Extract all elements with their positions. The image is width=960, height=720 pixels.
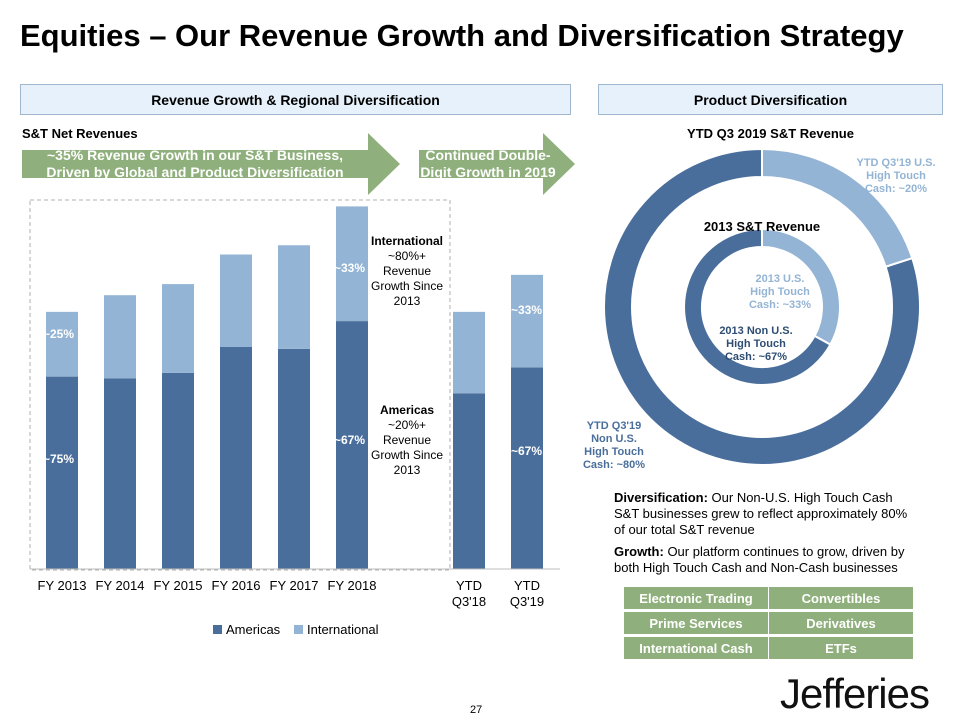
americas-note-line: Revenue	[382, 433, 432, 447]
inner-nonus-label-line: Cash: ~67%	[724, 351, 788, 363]
americas-note-line: Growth Since	[370, 448, 444, 462]
fy2018-intl-pct: ~33%	[334, 261, 366, 275]
product-derivatives: Derivatives	[769, 612, 913, 634]
bar-international-4	[278, 245, 310, 349]
americas-note-line: 2013	[393, 463, 421, 477]
legend-swatch-americas	[213, 625, 222, 634]
americas-note-line: ~20%+	[387, 418, 427, 432]
growth-arrow-line1: ~35% Revenue Growth in our S&T Business,	[46, 147, 344, 163]
continued-arrow: Continued Double- Digit Growth in 2019	[419, 133, 575, 195]
x-tick-label: FY 2013	[37, 578, 87, 593]
international-note: International ~80%+ Revenue Growth Since…	[366, 234, 448, 309]
growth-arrow-line2: Driven by Global and Product Diversifica…	[46, 164, 344, 180]
bar-international-3	[220, 254, 252, 347]
inner-us-label: 2013 U.S. High Touch Cash: ~33%	[730, 273, 830, 312]
outer-us-label: YTD Q3'19 U.S. High Touch Cash: ~20%	[846, 157, 946, 196]
bar-international-7	[511, 274, 543, 368]
page-title: Equities – Our Revenue Growth and Divers…	[20, 18, 904, 53]
x-tick-label: FY 2016	[211, 578, 261, 593]
bar-americas-7	[511, 367, 543, 569]
x-tick-label: FY 2017	[269, 578, 319, 593]
outer-us-label-line: Cash: ~20%	[864, 183, 928, 195]
inner-donut-title: 2013 S&T Revenue	[703, 219, 821, 234]
donut-chart-title: YTD Q3 2019 S&T Revenue	[687, 126, 854, 141]
page-number: 27	[470, 704, 483, 716]
product-electronic-trading: Electronic Trading	[624, 587, 768, 609]
continued-arrow-line2: Digit Growth in 2019	[420, 164, 556, 180]
fy2018-amer-pct: ~67%	[334, 433, 366, 447]
legend-label-americas: Americas	[226, 622, 281, 637]
x-tick-label: YTD Q3'19	[509, 578, 545, 609]
outer-us-label-line: High Touch	[866, 170, 926, 182]
bar-americas-4	[278, 348, 310, 569]
x-tick-label: FY 2015	[153, 578, 203, 593]
inner-us-label-line: Cash: ~33%	[748, 299, 812, 311]
product-etfs: ETFs	[769, 637, 913, 659]
continued-arrow-line1: Continued Double-	[425, 147, 551, 163]
inner-slice-1	[683, 227, 832, 386]
bar-americas-6	[453, 393, 485, 569]
dashed-outline	[29, 199, 451, 571]
inner-nonus-label-line: High Touch	[726, 338, 786, 350]
legend-international: International	[294, 622, 379, 637]
inner-nonus-label: 2013 Non U.S. High Touch Cash: ~67%	[706, 325, 806, 364]
legend-americas: Americas	[213, 622, 280, 637]
bar-international-0	[46, 311, 78, 377]
ytdq319-amer-pct: ~67%	[511, 444, 543, 458]
bar-chart	[29, 199, 560, 571]
x-tick-label: FY 2018	[327, 578, 377, 593]
international-note-line: ~80%+	[387, 249, 427, 263]
growth-label: Growth:	[614, 544, 664, 559]
x-tick-label: YTD Q3'18	[451, 578, 487, 609]
growth-text: Growth: Our platform continues to grow, …	[614, 544, 919, 576]
outer-nonus-label: YTD Q3'19 Non U.S. High Touch Cash: ~80%	[574, 420, 654, 472]
ytdq319-intl-pct: ~33%	[511, 303, 543, 317]
inner-us-label-line: High Touch	[750, 286, 810, 298]
bar-americas-5	[336, 321, 368, 569]
section-header-right: Product Diversification	[598, 84, 943, 115]
bar-americas-0	[46, 376, 78, 569]
product-convertibles: Convertibles	[769, 587, 913, 609]
bar-americas-2	[162, 372, 194, 569]
bar-chart-title: S&T Net Revenues	[22, 126, 138, 141]
bar-international-1	[104, 295, 136, 379]
bar-international-2	[162, 284, 194, 373]
americas-note: Americas ~20%+ Revenue Growth Since 2013	[366, 403, 448, 478]
outer-nonus-label-line: YTD Q3'19	[586, 420, 642, 432]
bar-americas-1	[104, 378, 136, 569]
bar-international-5	[336, 206, 368, 322]
product-prime-services: Prime Services	[624, 612, 768, 634]
diversification-label: Diversification:	[614, 490, 708, 505]
growth-body: Our platform continues to grow, driven b…	[614, 544, 905, 575]
diversification-body: Our Non-U.S. High Touch Cash S&T busines…	[614, 490, 908, 537]
outer-us-label-line: YTD Q3'19 U.S.	[856, 157, 936, 169]
outer-nonus-label-line: Non U.S.	[591, 433, 637, 445]
outer-nonus-label-line: High Touch	[584, 446, 644, 458]
growth-arrow: ~35% Revenue Growth in our S&T Business,…	[22, 133, 400, 195]
legend-label-international: International	[307, 622, 379, 637]
outer-nonus-label-line: Cash: ~80%	[582, 459, 646, 471]
international-note-line: 2013	[393, 294, 421, 308]
international-note-line: Revenue	[382, 264, 432, 278]
bar-americas-3	[220, 347, 252, 569]
international-note-line: Growth Since	[370, 279, 444, 293]
inner-us-label-line: 2013 U.S.	[755, 273, 805, 285]
americas-note-title: Americas	[379, 403, 435, 417]
legend-swatch-international	[294, 625, 303, 634]
fy2013-intl-pct: ~25%	[43, 327, 75, 341]
international-note-title: International	[370, 234, 443, 248]
section-header-left: Revenue Growth & Regional Diversificatio…	[20, 84, 571, 115]
donut-chart	[603, 147, 921, 466]
x-tick-label: FY 2014	[95, 578, 145, 593]
jefferies-logo: Jefferies	[780, 670, 930, 717]
fy2013-amer-pct: ~75%	[43, 452, 75, 466]
product-international-cash: International Cash	[624, 637, 768, 659]
inner-nonus-label-line: 2013 Non U.S.	[719, 325, 793, 337]
outer-slice-1	[603, 147, 921, 466]
bar-international-6	[453, 311, 485, 394]
diversification-text: Diversification: Our Non-U.S. High Touch…	[614, 490, 914, 538]
